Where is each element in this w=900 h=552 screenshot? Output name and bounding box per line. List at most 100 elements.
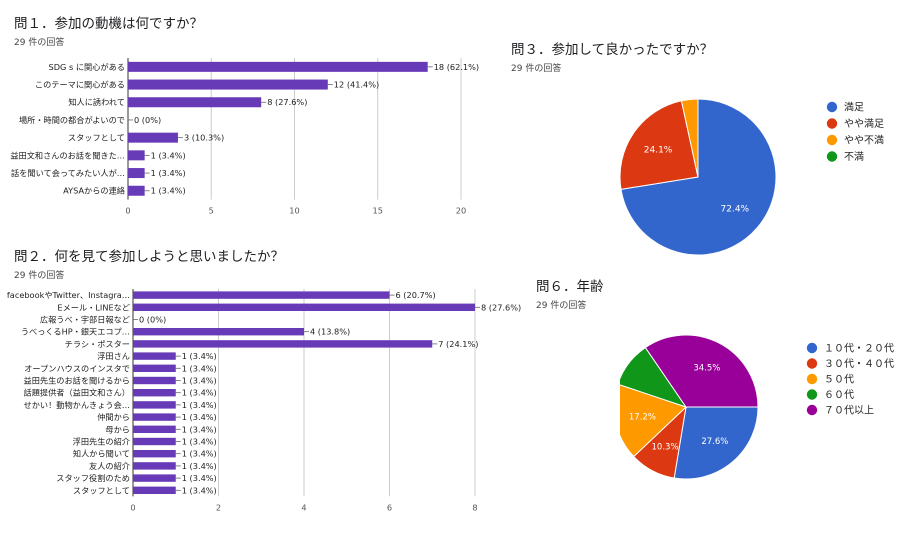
q3-slice <box>619 100 699 190</box>
q3-legend-label: やや満足 <box>844 118 884 130</box>
q1-category-label: AYSAからの連絡 <box>63 186 125 196</box>
q2-category-label: 益田先生のお話を聞けるから <box>24 375 130 385</box>
q2-value-label: 1 (3.4%) <box>182 412 217 422</box>
q2-x-tick-label: 6 <box>387 502 392 512</box>
q2-bar <box>133 389 176 397</box>
q1-bar <box>128 168 145 179</box>
q6-title: 問６．年齢 <box>536 279 604 295</box>
q2-bar <box>133 486 176 494</box>
q2-value-label: 4 (13.8%) <box>310 327 350 337</box>
q2-category-label: 仲間から <box>97 412 130 422</box>
q1-category-label: 場所・時間の都合がよいので <box>19 115 125 125</box>
q1-value-label: 1 (3.4%) <box>151 150 186 160</box>
q3-legend-swatch <box>826 101 838 113</box>
q2-bar <box>133 352 176 360</box>
q1-category-label: 話を聞いて会ってみたい人が… <box>11 168 125 178</box>
q3-legend-swatch <box>826 118 838 129</box>
q3-slice-label: 72.4% <box>721 204 750 214</box>
q2-x-tick-label: 0 <box>130 502 135 512</box>
q6-legend-swatch <box>806 404 818 416</box>
q6-subtitle: 29 件の回答 <box>536 301 587 311</box>
q2-category-label: facebookやTwitter、Instagra… <box>7 290 130 300</box>
q2-value-label: 1 (3.4%) <box>182 424 217 434</box>
q2-category-label: 知人から聞いて <box>73 449 130 459</box>
q6-slice <box>620 384 687 458</box>
q2-x-tick-label: 4 <box>301 502 306 512</box>
q6-legend-label: １０代・２０代 <box>824 343 894 355</box>
q2-bar <box>133 413 176 421</box>
q6-pie-chart: 27.6% 10.3% 17.2% 34.5% １０代・２０代 ３０代・４０代 ５０代 ６０代… <box>620 334 894 480</box>
q1-bar <box>128 97 262 108</box>
q1-value-label: 1 (3.4%) <box>151 168 186 178</box>
q3-legend-swatch <box>826 151 838 162</box>
q6-legend-label: ６０代 <box>824 389 854 401</box>
q6-slice <box>644 334 759 408</box>
q3-legend-swatch <box>826 134 838 146</box>
q2-bar <box>133 450 176 458</box>
q3-legend-label: 不満 <box>844 151 864 163</box>
q2-category-label: うべっくるHP・銀天エコプ… <box>21 327 130 337</box>
q2-subtitle: 29 件の回答 <box>14 271 65 281</box>
q2-value-label: 1 (3.4%) <box>182 351 217 361</box>
q1-value-label: 0 (0%) <box>134 115 161 125</box>
q2-bar <box>133 462 176 470</box>
q1-bar-chart: 0 5 10 15 20 SDG s に関心がある 18 (62.1%) このテーマに関心があ… <box>10 58 479 216</box>
q2-category-label: 友人の紹介 <box>89 461 130 471</box>
q3-legend-label: やや不満 <box>844 135 884 147</box>
q2-value-label: 1 (3.4%) <box>182 388 217 398</box>
q1-value-label: 3 (10.3%) <box>184 133 224 143</box>
q2-bar <box>133 425 176 433</box>
q2-category-label: スタッフ役割のため <box>56 473 130 483</box>
q2-category-label: チラシ・ポスター <box>65 339 130 349</box>
q2-bar <box>133 474 176 482</box>
q1-x-tick-label: 15 <box>373 206 383 216</box>
q2-bar <box>133 376 176 385</box>
q1-category-label: SDG s に関心がある <box>49 62 125 72</box>
q2-category-label: 話題提供者（益田文和さん） <box>24 388 130 398</box>
q1-x-tick-label: 20 <box>456 206 466 216</box>
q2-value-label: 1 (3.4%) <box>182 473 217 483</box>
q1-value-label: 8 (27.6%) <box>267 97 307 107</box>
q1-bar <box>128 185 145 196</box>
q2-category-label: 母から <box>105 424 130 434</box>
q2-value-label: 1 (3.4%) <box>182 400 217 410</box>
q6-legend-label: ７０代以上 <box>824 405 874 417</box>
q2-value-label: 6 (20.7%) <box>396 290 436 300</box>
q1-category-label: このテーマに関心がある <box>35 80 125 90</box>
q6-slice-label: 27.6% <box>701 437 728 447</box>
q6-header: 問６．年齢 29 件の回答 <box>536 275 604 311</box>
q3-slice-label: 24.1% <box>644 146 673 156</box>
q1-x-tick-label: 5 <box>209 206 214 216</box>
q2-value-label: 1 (3.4%) <box>182 449 217 459</box>
q1-category-label: スタッフとして <box>68 133 125 143</box>
q2-value-label: 1 (3.4%) <box>182 485 217 495</box>
q1-title: 問１．参加の動機は何ですか？ <box>14 16 203 32</box>
q2-bar <box>133 291 390 299</box>
q2-value-label: 7 (24.1%) <box>438 339 478 349</box>
q2-bar <box>133 401 176 409</box>
q3-header: 問３．参加して良かったですか？ 29 件の回答 <box>511 38 713 74</box>
q2-value-label: 1 (3.4%) <box>182 436 217 446</box>
q1-category-label: 知人に誘われて <box>68 97 125 107</box>
q1-bar <box>128 61 428 72</box>
q1-bar <box>128 150 145 161</box>
q1-value-label: 1 (3.4%) <box>151 186 186 196</box>
q2-category-label: 浮田先生の紹介 <box>73 436 130 446</box>
q1-subtitle: 29 件の回答 <box>14 38 65 48</box>
q6-legend-swatch <box>806 389 818 400</box>
q2-category-label: 広報うべ・宇部日報など <box>40 314 130 324</box>
q3-slice <box>680 98 699 178</box>
q2-category-label: スタッフとして <box>73 485 130 495</box>
q1-header: 問１．参加の動機は何ですか？ 29 件の回答 <box>14 12 203 48</box>
q2-value-label: 1 (3.4%) <box>182 375 217 385</box>
q2-x-tick-label: 8 <box>472 502 477 512</box>
q2-value-label: 1 (3.4%) <box>182 461 217 471</box>
q6-legend-swatch <box>806 342 818 354</box>
q6-slice-label: 17.2% <box>629 413 656 423</box>
q6-legend-label: ５０代 <box>824 374 854 386</box>
q2-bar <box>133 364 176 372</box>
q2-x-tick-label: 2 <box>216 502 221 512</box>
q2-value-label: 0 (0%) <box>139 314 166 324</box>
q1-category-label: 益田文和さんのお話を聞きた… <box>10 150 125 160</box>
